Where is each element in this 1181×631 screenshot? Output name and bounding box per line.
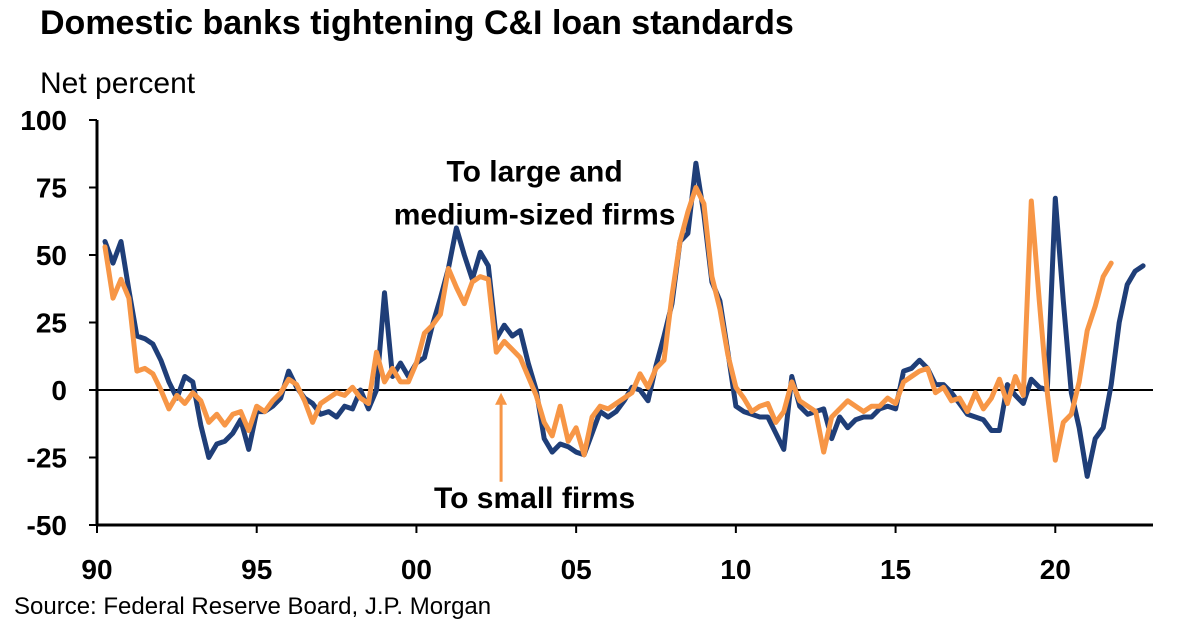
- x-tick-label: 90: [81, 554, 112, 585]
- x-tick-label: 00: [401, 554, 432, 585]
- annotation-small-firms: To small firms: [434, 482, 635, 515]
- y-tick-label: 50: [36, 240, 67, 271]
- annotation-arrow-head: [495, 392, 508, 405]
- x-tick-label: 15: [880, 554, 911, 585]
- y-tick-label: 0: [51, 375, 67, 406]
- x-tick-label: 05: [561, 554, 592, 585]
- y-tick-label: -50: [27, 510, 67, 541]
- y-tick-label: 25: [36, 308, 67, 339]
- annotation-large-medium-firms: To large and: [447, 155, 623, 188]
- y-tick-label: -25: [27, 443, 67, 474]
- chart-title: Domestic banks tightening C&I loan stand…: [40, 4, 794, 42]
- chart-source: Source: Federal Reserve Board, J.P. Morg…: [14, 593, 492, 620]
- y-tick-label: 75: [36, 173, 67, 204]
- y-axis-label: Net percent: [40, 67, 196, 100]
- x-tick-label: 10: [720, 554, 751, 585]
- x-tick-label: 95: [241, 554, 272, 585]
- x-tick-label: 20: [1040, 554, 1071, 585]
- series-line-small-firms: [102, 185, 1114, 463]
- y-tick-label: 100: [20, 105, 67, 136]
- annotation-large-medium-firms: medium-sized firms: [394, 199, 676, 232]
